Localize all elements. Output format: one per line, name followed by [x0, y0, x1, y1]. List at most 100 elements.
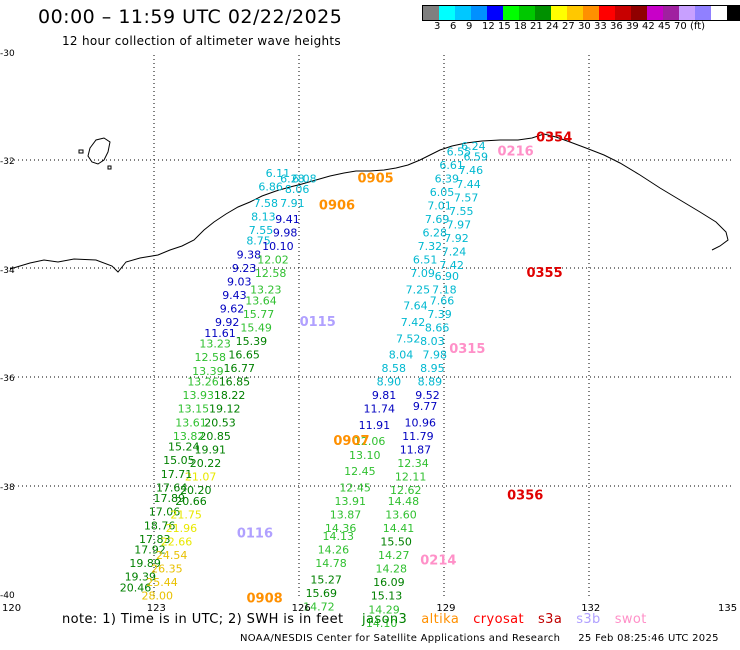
colorbar-swatch: [519, 6, 535, 20]
swh-value: 7.55: [249, 224, 274, 237]
swh-value: 15.50: [380, 536, 412, 549]
swh-value: 12.45: [339, 481, 371, 494]
colorbar-tick-label: 70: [674, 21, 687, 32]
swh-value: 10.10: [262, 240, 294, 253]
swh-value: 9.52: [415, 389, 440, 402]
swh-value: 8.66: [425, 321, 450, 334]
swh-value: 7.69: [425, 213, 450, 226]
swh-value: 8.03: [420, 335, 445, 348]
colorbar-tick-label: 18: [514, 21, 527, 32]
swh-value: 17.71: [161, 468, 193, 481]
swh-values-layer: 6.11 6.086.286.86 8.067.58 7.918.13 9.417.55…: [120, 140, 488, 630]
swh-value: 15.69: [306, 587, 338, 600]
swh-value: 14.10: [366, 617, 398, 630]
colorbar-tick-label: 3: [434, 21, 441, 32]
swh-value: 7.42: [401, 316, 426, 329]
lon-tick-label: 126: [291, 603, 311, 614]
pass-label: 0115: [300, 315, 336, 330]
swh-value: 13.23: [250, 283, 282, 296]
swh-value: 9.62: [220, 302, 245, 315]
swh-value: 28.00: [141, 590, 173, 603]
swh-value: 15.27: [310, 573, 342, 586]
swh-value: 6.59: [464, 151, 489, 164]
swh-value: 12.34: [397, 457, 429, 470]
colorbar-swatch: [711, 6, 727, 20]
colorbar-tick-label: 33: [594, 21, 607, 32]
swh-value: 14.41: [383, 522, 415, 535]
swh-value: 6.86: [258, 181, 283, 194]
colorbar-tick-label: 42: [642, 21, 655, 32]
swh-value: 12.45: [344, 465, 376, 478]
pass-label: 0216: [497, 144, 533, 159]
lat-tick-label: -38: [0, 482, 15, 493]
swh-value: 7.18: [432, 283, 457, 296]
colorbar-tick-label: 6: [450, 21, 457, 32]
pass-label: 0315: [449, 342, 485, 357]
colorbar-swatch: [471, 6, 487, 20]
colorbar-tick-label: 30: [578, 21, 591, 32]
colorbar-swatch: [695, 6, 711, 20]
swh-value: 8.95: [420, 362, 445, 375]
pass-label: 0116: [237, 526, 273, 541]
satellite-legend-item: jason3: [362, 612, 408, 627]
swh-value: 7.24: [442, 246, 467, 259]
swh-value: 13.61: [175, 416, 207, 429]
swh-value: 12.06: [354, 435, 386, 448]
swh-value: 7.32: [418, 240, 443, 253]
colorbar-swatch: [487, 6, 503, 20]
australia-coastline: [9, 133, 729, 273]
lon-tick-label: 129: [436, 603, 456, 614]
swh-value: 7.09: [410, 267, 435, 280]
swh-value: 22.66: [161, 536, 193, 549]
colorbar-tick-label: 36: [610, 21, 623, 32]
swh-value: 13.93: [182, 389, 214, 402]
pass-label: 0907: [333, 434, 369, 449]
colorbar-swatch: [727, 6, 740, 20]
swh-value: 7.44: [456, 178, 481, 191]
swh-value: 20.66: [175, 495, 207, 508]
satellite-legend-item: cryosat: [473, 612, 524, 627]
swh-value: 11.87: [400, 443, 432, 456]
swh-value: 8.90: [377, 376, 402, 389]
swh-value: 18.22: [214, 389, 246, 402]
swh-value: 7.57: [454, 191, 479, 204]
swh-value: 24.54: [156, 549, 188, 562]
colorbar-swatch: [567, 6, 583, 20]
swh-value: 7.66: [430, 294, 455, 307]
swh-value: 16.65: [228, 349, 260, 362]
swh-value: 15.05: [163, 454, 195, 467]
lon-tick-label: 120: [2, 603, 22, 614]
swh-value: 9.38: [237, 248, 262, 261]
swh-value: 11.61: [204, 327, 236, 340]
satellite-legend: jason3 altika cryosat s3a s3b swot: [348, 612, 647, 627]
swh-value: 12.02: [257, 254, 289, 267]
swh-value: 14.13: [322, 530, 354, 543]
colorbar-swatch: [455, 6, 471, 20]
swh-value: 17.92: [134, 544, 166, 557]
swh-value: 8.06: [285, 183, 310, 196]
swh-value: 6.39: [435, 172, 460, 185]
swh-value: 6.05: [430, 186, 455, 199]
swh-value: 10.96: [405, 416, 437, 429]
swh-value: 9.98: [273, 227, 298, 240]
swh-value: 16.85: [219, 376, 251, 389]
colorbar-swatch: [551, 6, 567, 20]
colorbar-tick-label: 27: [562, 21, 575, 32]
swh-value: 8.75: [246, 235, 271, 248]
swh-value: 14.72: [303, 601, 335, 614]
swh-value: 6.55: [447, 145, 472, 158]
colorbar-swatch: [679, 6, 695, 20]
swh-value: 17.64: [156, 481, 188, 494]
swh-value: 7.01: [427, 199, 452, 212]
swh-value: 7.98: [422, 349, 447, 362]
swh-value: 9.41: [275, 213, 300, 226]
colorbar-tick-label: 45: [658, 21, 671, 32]
swh-value: 7.52: [396, 332, 421, 345]
swh-value: 13.10: [349, 449, 381, 462]
swh-colorbar: [422, 5, 740, 21]
swh-value: 21.96: [166, 522, 198, 535]
swh-value: 6.61: [439, 159, 464, 172]
swh-value: 8.89: [418, 376, 443, 389]
colorbar-swatch: [615, 6, 631, 20]
